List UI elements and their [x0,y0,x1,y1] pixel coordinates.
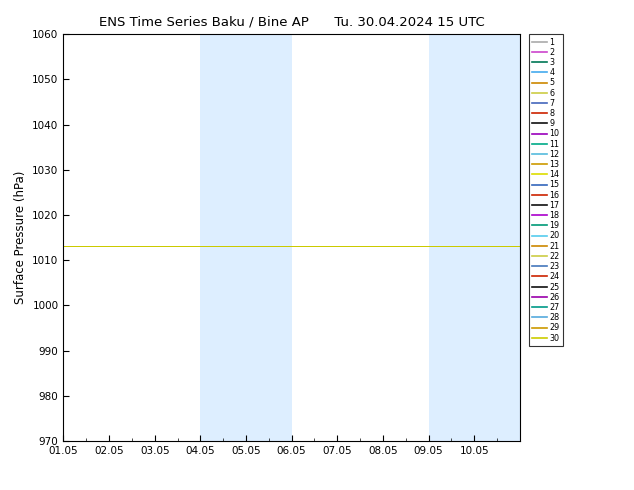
Bar [200,34,292,441]
Title: ENS Time Series Baku / Bine AP      Tu. 30.04.2024 15 UTC: ENS Time Series Baku / Bine AP Tu. 30.04… [99,16,484,29]
Bar [429,34,520,441]
Y-axis label: Surface Pressure (hPa): Surface Pressure (hPa) [14,171,27,304]
Legend: 1, 2, 3, 4, 5, 6, 7, 8, 9, 10, 11, 12, 13, 14, 15, 16, 17, 18, 19, 20, 21, 22, 2: 1, 2, 3, 4, 5, 6, 7, 8, 9, 10, 11, 12, 1… [529,34,562,346]
